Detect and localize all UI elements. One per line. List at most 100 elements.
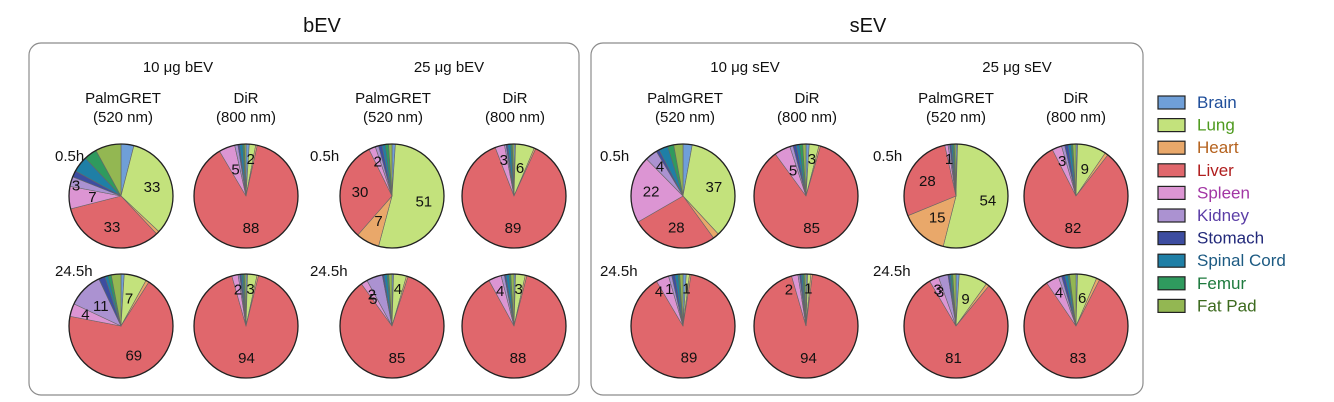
condition-title: 10 μg sEV <box>710 59 780 76</box>
legend-label: Fat Pad <box>1197 296 1257 315</box>
method-name: PalmGRET <box>85 90 161 107</box>
pie-data-label: 7 <box>88 189 96 206</box>
pie-data-label: 3 <box>934 282 942 299</box>
pie-data-label: 82 <box>1065 220 1082 237</box>
condition-title: 10 μg bEV <box>143 59 213 76</box>
method-wavelength: (800 nm) <box>1046 109 1106 126</box>
method-name: DiR <box>234 90 259 107</box>
legend-label: Liver <box>1197 161 1234 180</box>
legend-swatch <box>1157 231 1186 246</box>
pie-outline <box>339 143 445 249</box>
method-wavelength: (800 nm) <box>777 109 837 126</box>
time-label: 0.5h <box>310 148 339 165</box>
pie-data-label: 30 <box>352 184 369 201</box>
pie-data-label: 51 <box>415 193 432 210</box>
method-name: DiR <box>1064 90 1089 107</box>
pie-data-label: 6 <box>516 160 524 177</box>
pie-chart: 11 89 4 <box>630 273 736 379</box>
pie-data-label: 4 <box>1055 285 1063 302</box>
pie-outline <box>68 143 174 249</box>
pie-data-label: 83 <box>1070 350 1087 367</box>
method-wavelength: (800 nm) <box>485 109 545 126</box>
pie-chart: 3 88 4 <box>461 273 567 379</box>
pie-data-label: 54 <box>980 193 997 210</box>
condition-title: 25 μg sEV <box>982 59 1052 76</box>
pie-data-label: 7 <box>125 291 133 308</box>
pie-data-label: 1 <box>804 281 812 298</box>
pie-outline <box>193 273 299 379</box>
time-label: 0.5h <box>55 148 84 165</box>
pie-outline <box>193 143 299 249</box>
pie-data-label: 4 <box>496 283 504 300</box>
pie-chart: 3 85 5 <box>753 143 859 249</box>
method-wavelength: (520 nm) <box>655 109 715 126</box>
pie-data-label: 5 <box>369 291 377 308</box>
pie-data-label: 88 <box>510 350 527 367</box>
pie-data-label: 85 <box>389 350 406 367</box>
method-wavelength: (800 nm) <box>216 109 276 126</box>
condition-title: 25 μg bEV <box>414 59 484 76</box>
pie-chart: 54 15 28 1 <box>903 143 1009 249</box>
pie-data-label: 89 <box>681 350 698 367</box>
pie-data-label: 81 <box>945 350 962 367</box>
group-title-sev: sEV <box>850 15 887 37</box>
time-label: 24.5h <box>873 263 911 280</box>
method-wavelength: (520 nm) <box>93 109 153 126</box>
method-wavelength: (520 nm) <box>363 109 423 126</box>
pie-outline <box>1023 143 1129 249</box>
pie-data-label: 11 <box>93 298 109 315</box>
pie-outline <box>903 143 1009 249</box>
sev-panel-frame <box>590 42 1144 396</box>
time-label: 24.5h <box>55 263 93 280</box>
pie-data-label: 33 <box>104 219 121 236</box>
pie-data-label: 2 <box>247 151 255 168</box>
method-name: PalmGRET <box>647 90 723 107</box>
pie-data-label: 3 <box>808 151 816 168</box>
pie-data-label: 85 <box>803 220 820 237</box>
pie-data-label: 4 <box>394 281 402 298</box>
pie-data-label: 69 <box>125 348 142 365</box>
method-name: DiR <box>795 90 820 107</box>
legend-swatch <box>1157 276 1186 291</box>
pie-data-label: 4 <box>656 158 664 175</box>
pie-data-label: 4 <box>81 306 89 323</box>
pie-data-label: 22 <box>643 184 660 201</box>
pie-data-label: 6 <box>1078 290 1086 307</box>
method-name: DiR <box>503 90 528 107</box>
bev-panel-frame <box>28 42 580 396</box>
pie-chart: 3 94 2 <box>193 273 299 379</box>
legend-swatch <box>1157 140 1186 155</box>
pie-outline <box>753 143 859 249</box>
pie-outline <box>630 143 736 249</box>
legend: Brain Lung Heart Liver Spleen Kidney Stomach Sp… <box>1157 93 1286 315</box>
legend-label: Heart <box>1197 138 1239 157</box>
pie-data-label: 1 <box>665 281 673 298</box>
pie-outline <box>630 273 736 379</box>
time-label: 0.5h <box>600 148 629 165</box>
pie-data-label: 28 <box>668 220 685 237</box>
time-label: 24.5h <box>600 263 638 280</box>
legend-swatch <box>1157 185 1186 200</box>
legend-swatch <box>1157 117 1186 133</box>
pie-data-label: 4 <box>655 284 663 301</box>
pie-data-label: 37 <box>706 179 723 196</box>
time-label: 24.5h <box>310 263 348 280</box>
method-name: PalmGRET <box>355 90 431 107</box>
legend-label: Stomach <box>1197 229 1264 248</box>
legend-label: Lung <box>1197 116 1235 135</box>
pie-data-label: 28 <box>919 173 936 190</box>
pie-outline <box>68 273 174 379</box>
legend-label: Spinal Cord <box>1197 251 1286 270</box>
time-label: 0.5h <box>873 148 902 165</box>
pie-data-label: 89 <box>505 220 522 237</box>
method-wavelength: (520 nm) <box>926 109 986 126</box>
pie-outline <box>753 273 859 379</box>
pie-data-label: 1 <box>945 151 953 168</box>
pie-data-label: 15 <box>929 210 946 227</box>
pie-outline <box>461 143 567 249</box>
legend-label: Femur <box>1197 274 1246 293</box>
pie-outline <box>461 273 567 379</box>
